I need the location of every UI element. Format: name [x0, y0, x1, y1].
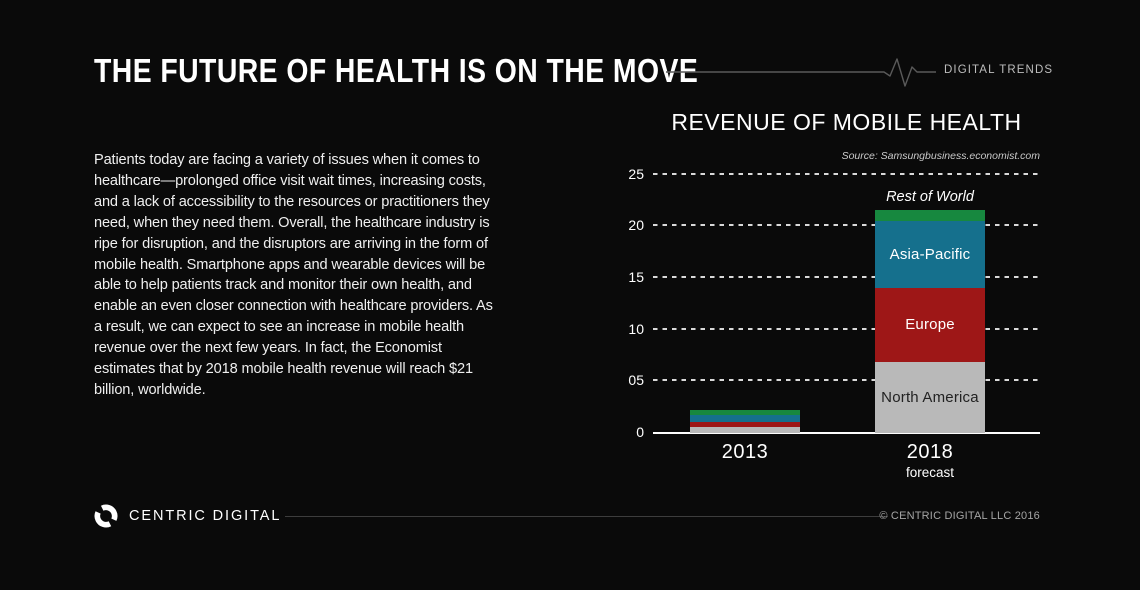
- intro-paragraph: Patients today are facing a variety of i…: [94, 152, 493, 398]
- x-label-year-2018: 2018: [906, 441, 954, 463]
- page-title: THE FUTURE OF HEALTH IS ON THE MOVE: [94, 52, 699, 89]
- y-tick-0: 0: [636, 424, 644, 440]
- bar-segment-2013-rest-of-world: [690, 410, 800, 415]
- bar-segment-2018-north-america: North America: [875, 361, 985, 433]
- bar-segment-2018-asia-pacific: Asia-Pacific: [875, 221, 985, 289]
- gridline-25: [653, 172, 1040, 175]
- footer-brand: CENTRIC DIGITAL: [129, 508, 282, 524]
- chart-source: Source: Samsungbusiness.economist.com: [841, 150, 1040, 162]
- chart-title: REVENUE OF MOBILE HEALTH: [671, 109, 1022, 135]
- rest-of-world-annotation: Rest of World: [886, 188, 974, 205]
- x-label-sub-2018: forecast: [905, 465, 955, 480]
- gridline-10: [653, 327, 1040, 330]
- gridline-15: [653, 275, 1040, 278]
- bar-segment-2013-europe: [690, 422, 800, 427]
- gridline-05: [653, 379, 1040, 382]
- footer-copyright: © CENTRIC DIGITAL LLC 2016: [879, 510, 1040, 522]
- x-axis-line: [653, 431, 1040, 434]
- gridline-20: [653, 224, 1040, 227]
- heartbeat-line-icon: [666, 58, 936, 87]
- bar-segment-2013-north-america: [690, 426, 800, 433]
- chart-y-axis: 0 05 10 15 20 25: [598, 161, 644, 441]
- footer-divider: [285, 516, 888, 517]
- x-label-2013: 2013: [685, 441, 805, 464]
- bar-segment-2018-rest-of-world: [875, 209, 985, 222]
- y-tick-15: 15: [628, 268, 644, 285]
- centric-digital-logo-icon: [94, 504, 118, 528]
- brand-tag: DIGITAL TRENDS: [944, 64, 1054, 76]
- y-tick-25: 25: [628, 165, 644, 182]
- y-tick-20: 20: [628, 217, 644, 234]
- bar-segment-2013-asia-pacific: [690, 414, 800, 423]
- bar-segment-2018-europe: Europe: [875, 288, 985, 362]
- x-label-year-2013: 2013: [721, 441, 769, 463]
- y-tick-10: 10: [628, 320, 644, 337]
- x-label-2018: 2018 forecast: [870, 441, 990, 480]
- y-tick-05: 05: [628, 372, 644, 389]
- revenue-chart-plot: 2013 North America Europe Asia-Pacific Rest …: [653, 161, 1040, 480]
